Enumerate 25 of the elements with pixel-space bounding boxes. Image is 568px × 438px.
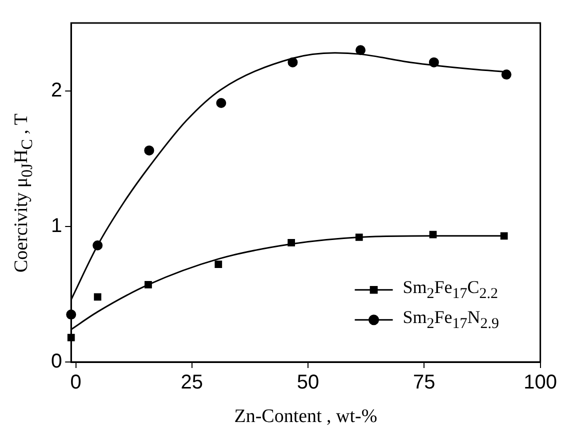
point (144, 281, 152, 288)
x-tick-label: 50 (296, 372, 320, 394)
point (92, 240, 103, 250)
point (501, 70, 512, 80)
y-tick-label: 1 (51, 214, 62, 237)
legend-label: Sm$_{2}$Fe$_{17}$N$_{2.9}$ (402, 307, 500, 333)
y-tick-label: 2 (51, 79, 62, 102)
point (355, 234, 363, 241)
y-tick-label: 0 (51, 350, 62, 373)
point (288, 57, 298, 68)
point (500, 232, 508, 240)
x-tick-label: 75 (413, 372, 436, 394)
point (428, 57, 439, 68)
point (216, 98, 226, 108)
point (144, 145, 154, 156)
x-axis-title: Zn-Content , wt-% (234, 406, 378, 428)
point (94, 293, 102, 301)
point (356, 45, 366, 56)
point (429, 230, 437, 238)
x-tick-label: 0 (70, 372, 82, 394)
point (288, 238, 295, 246)
x-tick-label: 100 (524, 372, 558, 394)
point (214, 260, 222, 268)
x-tick-label: 25 (180, 372, 204, 394)
legend-label: Sm$_{2}$Fe$_{17}$C$_{2.2}$ (402, 277, 498, 303)
